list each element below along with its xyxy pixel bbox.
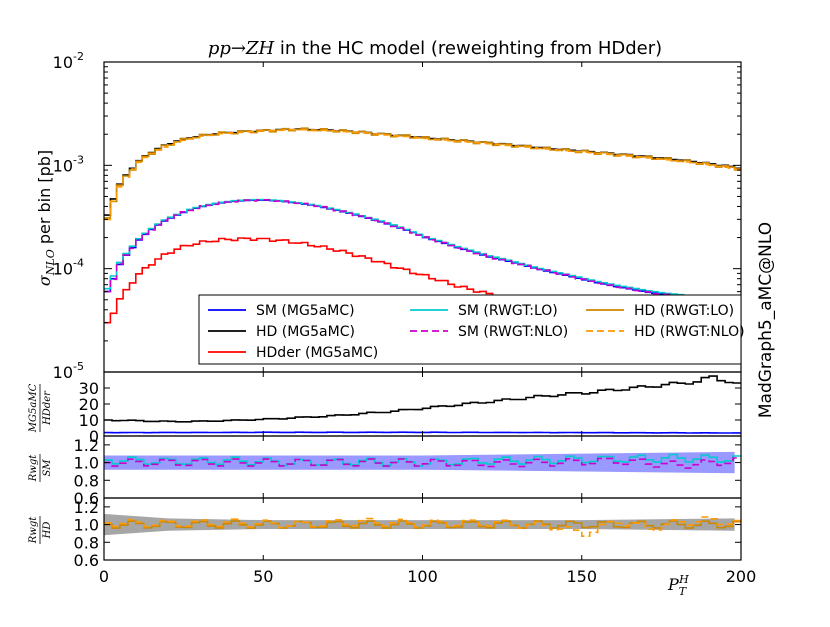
x-tick-label: 100 (407, 567, 438, 586)
ratio-sm-ylabel: Rwgt SM (28, 454, 53, 482)
series-line (104, 127, 741, 219)
y-axis-label-text: per bin [pb] (35, 150, 54, 249)
ratio-hdder-ylabel-num: MG5aMC (28, 383, 39, 433)
title-text: in the HC model (reweighting from HDder) (274, 38, 662, 59)
y-tick-label: 0.8 (74, 533, 99, 552)
legend-label: HD (RWGT:LO) (634, 303, 734, 319)
series-line (104, 198, 729, 300)
y-tick-base: 10 (53, 156, 73, 175)
legend: SM (MG5aMC) HD (MG5aMC) HDder (MG5aMC) SM (… (198, 294, 745, 365)
series-line (104, 199, 729, 302)
side-label: MadGraph5_aMC@NLO (756, 222, 776, 418)
y-tick-label: 1.2 (74, 498, 99, 517)
y-tick-exp: -3 (73, 153, 84, 166)
ratio-sm-ylabel-num: Rwgt (28, 454, 39, 482)
y-tick-label: 0.8 (74, 471, 99, 490)
y-axis-label: σNLO per bin [pb] (35, 150, 57, 286)
y-axis-label-sigma: σ (35, 274, 54, 286)
y-tick-exp: -4 (73, 257, 84, 270)
legend-label: HDder (MG5aMC) (256, 345, 378, 361)
panel-ratio-sm: 1.21.00.80.6 (74, 435, 742, 508)
y-tick-label: 0 (89, 427, 99, 446)
y-tick-label: 20 (79, 395, 99, 414)
y-tick-label: 1.0 (74, 516, 99, 535)
x-tick-label: 150 (566, 567, 597, 586)
legend-label: SM (RWGT:LO) (458, 303, 558, 319)
y-tick-label: 0.6 (74, 489, 99, 508)
ratio-sm-ylabel-den: SM (42, 459, 53, 477)
uncertainty-band (104, 513, 735, 536)
ratio-hdder-ylabel-den: HDder (42, 390, 53, 426)
ratio-hdder-ylabel: MG5aMC HDder (28, 383, 53, 433)
ratio-hd-ylabel: Rwgt HD (28, 516, 53, 544)
series-line (104, 516, 741, 537)
x-tick-label: 50 (253, 567, 273, 586)
series-line (104, 127, 741, 216)
y-tick-label: 1.2 (74, 436, 99, 455)
series-line (104, 237, 550, 324)
title-math: pp→ZH (208, 38, 275, 59)
x-axis-label: PTH (667, 573, 689, 598)
legend-label: HD (RWGT:NLO) (634, 324, 745, 340)
x-axis-label-main: P (667, 575, 679, 594)
x-tick-label: 0 (99, 567, 109, 586)
ratio-hd-ylabel-num: Rwgt (28, 516, 39, 544)
y-tick-label: 10-2 (53, 50, 84, 72)
x-axis-label-sub: T (679, 585, 688, 598)
y-tick-label: 10 (79, 411, 99, 430)
legend-label: HD (MG5aMC) (256, 324, 355, 340)
y-tick-exp: -2 (73, 50, 84, 63)
y-axis-label-sub: NLO (44, 249, 57, 276)
y-tick-label: 10-5 (53, 360, 84, 382)
series-line (104, 453, 741, 467)
chart-title: pp→ZH in the HC model (reweighting from … (208, 38, 662, 59)
series-line (104, 199, 729, 302)
legend-label: SM (MG5aMC) (256, 303, 355, 319)
y-tick-label: 10-4 (53, 257, 84, 279)
panel-ratio-hd: 1.21.00.80.6 (74, 497, 742, 570)
y-tick-label: 0.6 (74, 551, 99, 570)
y-tick-base: 10 (53, 53, 73, 72)
x-tick-label: 200 (726, 567, 757, 586)
legend-label: SM (RWGT:NLO) (458, 324, 568, 340)
panel-main: 10-210-310-410-5 (53, 50, 742, 382)
series-line (104, 457, 741, 469)
panel-frame (103, 371, 742, 437)
ratio-hd-ylabel-den: HD (42, 522, 53, 540)
y-tick-exp: -5 (73, 360, 84, 373)
y-tick-base: 10 (53, 363, 73, 382)
y-tick-label: 10-3 (53, 153, 84, 175)
y-tick-label: 30 (79, 379, 99, 398)
x-axis-label-sup: H (678, 573, 689, 586)
x-axis-tick-labels: 0 50 100 150 200 (99, 567, 756, 586)
y-tick-base: 10 (53, 260, 73, 279)
y-tick-label: 1.0 (74, 454, 99, 473)
legend-box (198, 294, 742, 365)
series-line (104, 128, 741, 221)
series-line (104, 375, 741, 423)
